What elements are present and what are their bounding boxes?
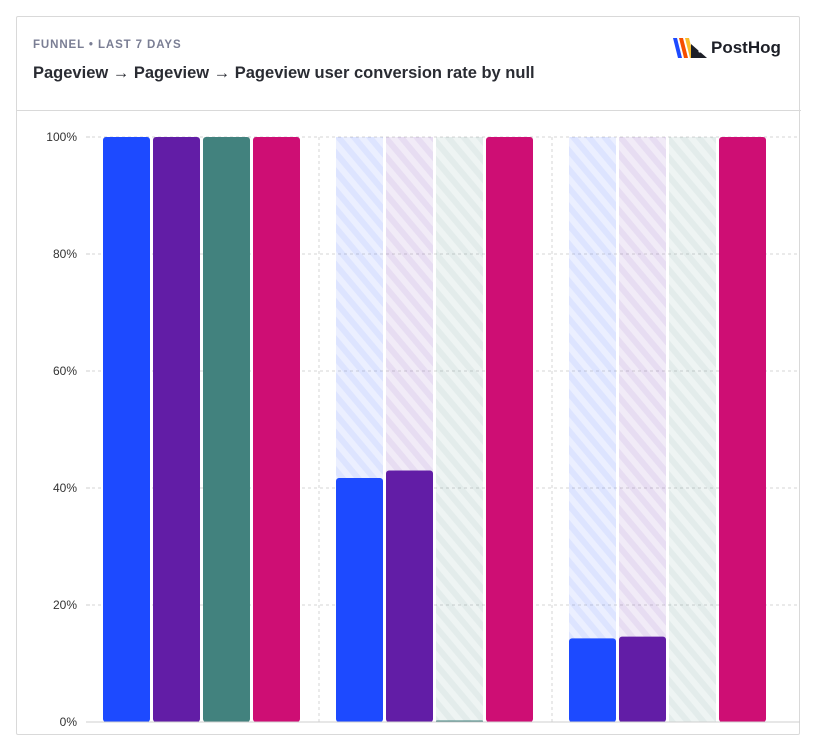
bar-remainder-hatch (569, 137, 616, 722)
bar-remainder-hatch (619, 137, 666, 722)
posthog-hedgehog-icon (673, 38, 707, 58)
bar[interactable] (619, 636, 666, 722)
bar[interactable] (569, 638, 616, 722)
y-tick-label: 100% (46, 130, 77, 144)
insight-title[interactable]: Pageview → Pageview → Pageview user conv… (33, 64, 535, 82)
bar-layer (103, 137, 766, 722)
y-tick-label: 60% (53, 364, 77, 378)
brand-name: PostHog (711, 38, 781, 57)
y-tick-label: 0% (60, 715, 78, 729)
insight-subtitle: FUNNEL • LAST 7 DAYS (33, 39, 182, 51)
bar[interactable] (386, 470, 433, 722)
posthog-logo[interactable]: PostHog (673, 37, 781, 59)
bar-remainder-hatch (436, 137, 483, 722)
y-tick-label: 20% (53, 598, 77, 612)
y-tick-label: 80% (53, 247, 77, 261)
bar[interactable] (103, 137, 150, 722)
bar[interactable] (336, 478, 383, 722)
bar[interactable] (203, 137, 250, 722)
bar[interactable] (153, 137, 200, 722)
bar[interactable] (719, 137, 766, 722)
bar-remainder-hatch (669, 137, 716, 722)
card-header: FUNNEL • LAST 7 DAYS Pageview → Pageview… (17, 17, 801, 111)
y-axis: 0% 20% 40% 60% 80% 100% (46, 130, 800, 729)
bar[interactable] (253, 137, 300, 722)
y-tick-label: 40% (53, 481, 77, 495)
bar[interactable] (486, 137, 533, 722)
